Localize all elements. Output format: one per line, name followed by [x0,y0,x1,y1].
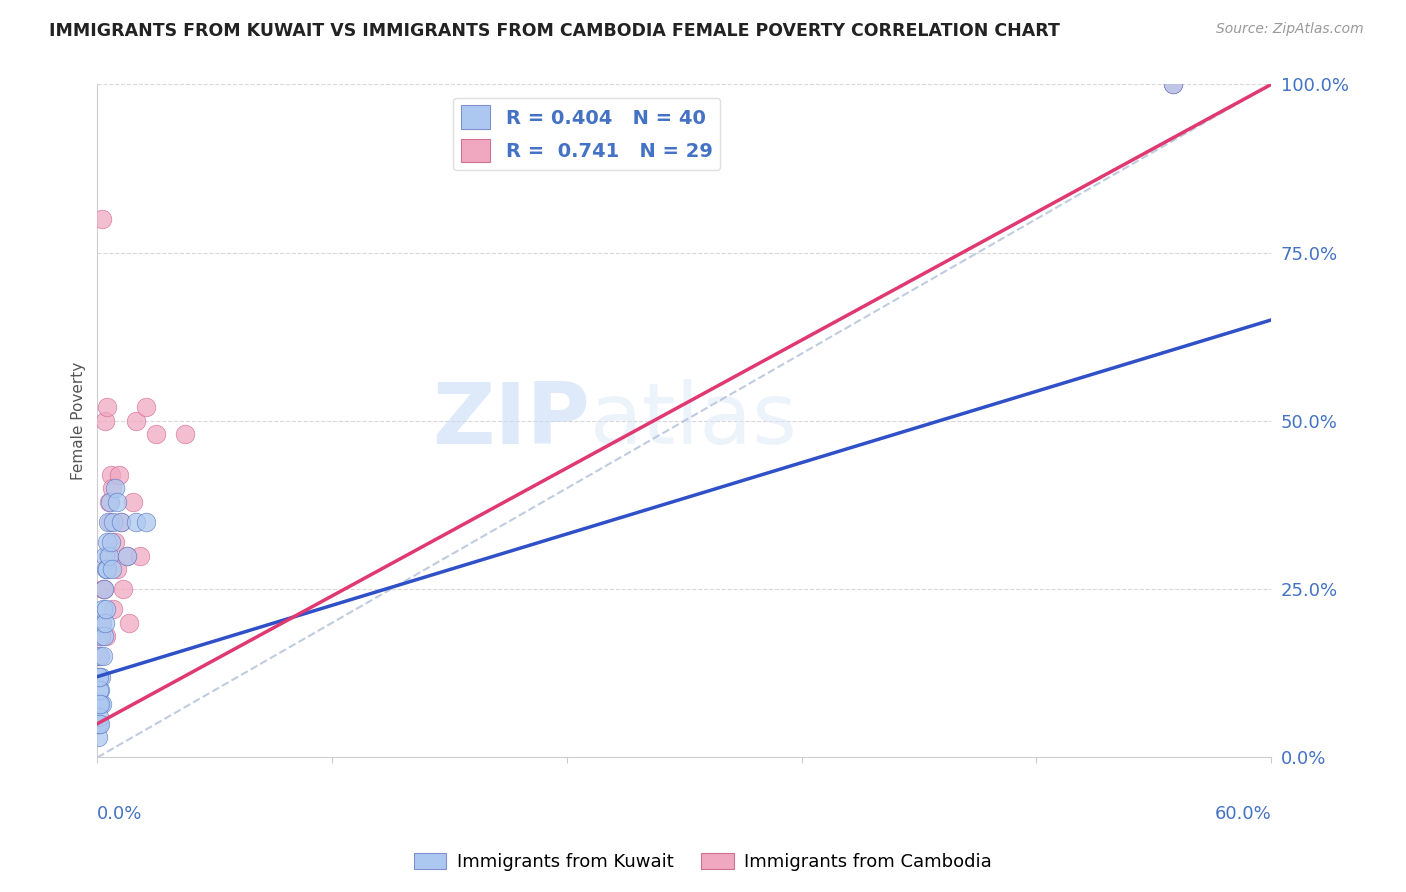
Point [91,615,114,630]
Point [89,670,111,684]
Point [87,697,110,711]
Point [91,602,114,616]
Text: Source: ZipAtlas.com: Source: ZipAtlas.com [1216,22,1364,37]
Point [90,629,112,643]
Point [91,582,114,596]
Point [89,629,111,643]
Text: 60.0%: 60.0% [1215,805,1271,822]
Point [135,401,157,415]
Point [87,730,110,744]
Point [89,716,111,731]
Point [90,697,112,711]
Point [96,562,118,576]
Point [174,427,197,442]
Point [98,549,121,563]
Y-axis label: Female Poverty: Female Poverty [72,362,86,480]
Point [110,515,132,529]
Point [98,494,121,508]
Point [101,602,124,616]
Point [115,549,138,563]
Point [100,467,122,482]
Point [94,414,117,428]
Legend: R = 0.404   N = 40, R =  0.741   N = 29: R = 0.404 N = 40, R = 0.741 N = 29 [453,97,720,170]
Point [89,649,111,664]
Point [1161,78,1184,92]
Point [89,670,111,684]
Point [89,697,111,711]
Point [87,683,110,698]
Point [129,549,152,563]
Point [101,481,124,495]
Point [90,615,112,630]
Point [121,494,143,508]
Point [91,212,114,227]
Point [93,582,115,596]
Point [101,562,124,576]
Point [91,649,114,664]
Point [96,629,118,643]
Point [111,582,134,596]
Text: 0.0%: 0.0% [97,805,143,822]
Point [87,716,110,731]
Point [105,494,128,508]
Point [104,535,127,549]
Point [96,401,118,415]
Point [90,670,112,684]
Point [87,710,110,724]
Point [125,515,148,529]
Text: atlas: atlas [591,379,799,462]
Point [100,535,122,549]
Legend: Immigrants from Kuwait, Immigrants from Cambodia: Immigrants from Kuwait, Immigrants from … [406,846,1000,879]
Point [104,481,127,495]
Point [96,602,118,616]
Point [125,414,148,428]
Point [97,549,120,563]
Point [94,562,117,576]
Point [115,549,138,563]
Point [145,427,167,442]
Text: IMMIGRANTS FROM KUWAIT VS IMMIGRANTS FROM CAMBODIA FEMALE POVERTY CORRELATION CH: IMMIGRANTS FROM KUWAIT VS IMMIGRANTS FRO… [49,22,1060,40]
Point [94,549,117,563]
Point [87,697,110,711]
Point [98,515,121,529]
Point [94,615,117,630]
Point [98,494,121,508]
Point [118,615,141,630]
Point [110,515,132,529]
Point [93,629,115,643]
Point [135,515,157,529]
Point [108,467,131,482]
Point [96,535,118,549]
Point [105,562,128,576]
Point [89,683,111,698]
Point [89,649,111,664]
Point [97,515,120,529]
Text: ZIP: ZIP [433,379,591,462]
Point [1161,78,1184,92]
Point [101,515,124,529]
Point [93,582,115,596]
Point [87,716,110,731]
